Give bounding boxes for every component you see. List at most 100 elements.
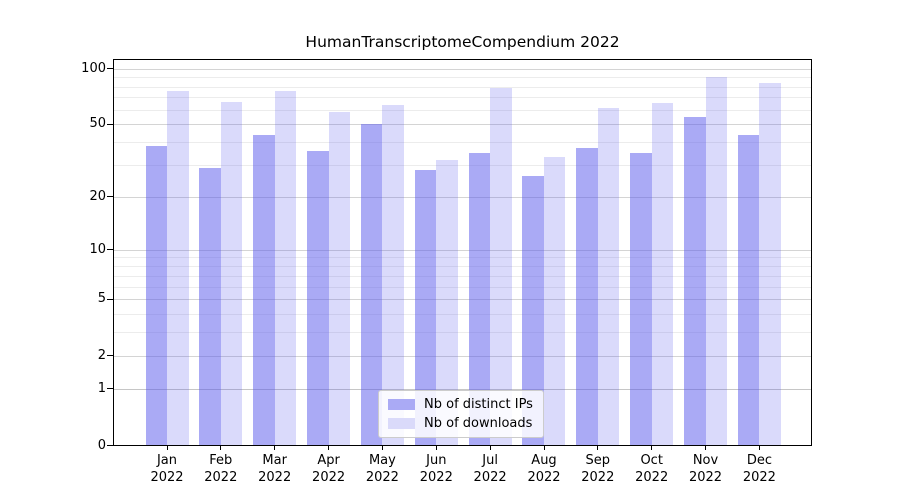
x-tick-year: 2022 <box>688 470 723 485</box>
x-tick-year: 2022 <box>635 470 669 485</box>
minor-gridline <box>114 286 811 288</box>
x-tick-mark <box>274 446 276 450</box>
minor-gridline <box>114 275 811 277</box>
bar-downloads-apr <box>328 112 351 445</box>
major-gridline <box>114 68 811 70</box>
bar-distinct-ips-nov <box>684 116 706 445</box>
minor-gridline <box>114 332 811 334</box>
x-tick-label-nov: Nov 2022 <box>678 452 734 486</box>
x-tick-year: 2022 <box>258 470 292 485</box>
y-tick-mark <box>107 123 113 125</box>
x-tick-month: Nov <box>692 453 719 468</box>
x-tick-mark <box>651 446 653 450</box>
minor-gridline <box>114 266 811 267</box>
minor-gridline <box>114 97 811 99</box>
minor-gridline <box>114 77 811 78</box>
x-tick-month: Apr <box>317 453 340 468</box>
x-tick-label-dec: Dec 2022 <box>731 452 787 486</box>
minor-gridline <box>114 165 811 166</box>
bar-downloads-jul <box>490 87 512 445</box>
x-tick-year: 2022 <box>150 470 184 485</box>
bar-downloads-may <box>382 104 404 445</box>
x-tick-mark <box>489 446 491 450</box>
bar-distinct-ips-dec <box>737 134 760 445</box>
y-tick-label: 1 <box>97 380 106 396</box>
y-tick-label: 100 <box>81 60 106 76</box>
x-tick-month: Jul <box>482 453 498 468</box>
x-tick-month: May <box>368 453 396 468</box>
major-gridline <box>114 299 811 301</box>
bar-downloads-oct <box>651 103 674 445</box>
x-tick-month: Feb <box>209 453 233 468</box>
y-tick-mark <box>107 249 113 251</box>
x-tick-label-may: May 2022 <box>354 452 410 486</box>
x-tick-mark <box>705 446 706 450</box>
bar-distinct-ips-oct <box>630 152 652 445</box>
bar-distinct-ips-aug <box>522 176 544 445</box>
x-tick-mark <box>597 446 599 450</box>
x-tick-year: 2022 <box>527 470 561 485</box>
x-tick-mark <box>220 446 222 450</box>
legend: Nb of distinct IPs Nb of downloads <box>378 390 544 438</box>
y-tick-label: 10 <box>89 241 106 257</box>
x-tick-label-oct: Oct 2022 <box>624 452 680 486</box>
x-tick-label-jun: Jun 2022 <box>408 452 464 486</box>
minor-gridline <box>114 142 811 144</box>
x-tick-year: 2022 <box>742 470 776 485</box>
bar-downloads-nov <box>705 77 727 445</box>
y-tick-mark <box>107 68 113 69</box>
x-tick-month: Mar <box>262 453 287 468</box>
x-tick-month: Dec <box>746 453 772 468</box>
x-tick-mark <box>166 446 168 450</box>
legend-label: Nb of downloads <box>424 416 533 431</box>
bar-distinct-ips-sep <box>576 148 598 445</box>
bar-distinct-ips-mar <box>253 134 275 445</box>
bar-distinct-ips-feb <box>199 167 221 445</box>
bar-distinct-ips-apr <box>307 150 329 445</box>
x-tick-year: 2022 <box>365 470 399 485</box>
minor-gridline <box>114 86 811 88</box>
bar-downloads-jun <box>436 159 458 445</box>
legend-item-distinct-ips: Nb of distinct IPs <box>388 397 533 412</box>
bar-downloads-jan <box>167 90 189 445</box>
x-tick-label-sep: Sep 2022 <box>570 452 626 486</box>
major-gridline <box>114 196 811 198</box>
x-tick-label-feb: Feb 2022 <box>193 452 249 486</box>
x-tick-mark <box>328 446 330 450</box>
x-tick-month: Jan <box>156 453 178 468</box>
x-tick-label-jul: Jul 2022 <box>462 452 518 486</box>
major-gridline <box>114 249 811 251</box>
bar-downloads-mar <box>274 90 297 445</box>
bar-distinct-ips-may <box>360 124 383 445</box>
x-tick-year: 2022 <box>473 470 507 485</box>
x-tick-year: 2022 <box>312 470 346 485</box>
bar-distinct-ips-jan <box>145 146 167 445</box>
legend-item-downloads: Nb of downloads <box>388 416 533 431</box>
y-tick-label: 2 <box>97 347 106 363</box>
y-tick-label: 5 <box>97 291 106 307</box>
minor-gridline <box>114 109 811 111</box>
minor-gridline <box>114 257 811 259</box>
x-tick-label-aug: Aug 2022 <box>516 452 572 486</box>
legend-label: Nb of distinct IPs <box>424 397 533 412</box>
legend-swatch <box>388 418 415 429</box>
x-tick-month: Aug <box>531 453 557 468</box>
chart-title: HumanTranscriptomeCompendium 2022 <box>305 33 620 51</box>
minor-gridline <box>114 314 811 315</box>
bar-downloads-feb <box>220 102 243 445</box>
y-tick-mark <box>107 196 113 198</box>
y-tick-mark <box>107 445 113 446</box>
x-tick-month: Oct <box>640 453 663 468</box>
major-gridline <box>114 388 811 390</box>
bar-downloads-dec <box>759 82 781 445</box>
y-tick-label: 50 <box>89 116 106 132</box>
x-tick-year: 2022 <box>581 470 615 485</box>
bar-downloads-aug <box>543 157 566 445</box>
y-tick-mark <box>107 355 113 357</box>
y-tick-label: 0 <box>97 437 106 453</box>
x-tick-label-jan: Jan 2022 <box>139 452 195 486</box>
x-tick-label-mar: Mar 2022 <box>247 452 303 486</box>
plot-area: Nb of distinct IPs Nb of downloads <box>113 59 812 446</box>
legend-swatch <box>388 399 415 410</box>
